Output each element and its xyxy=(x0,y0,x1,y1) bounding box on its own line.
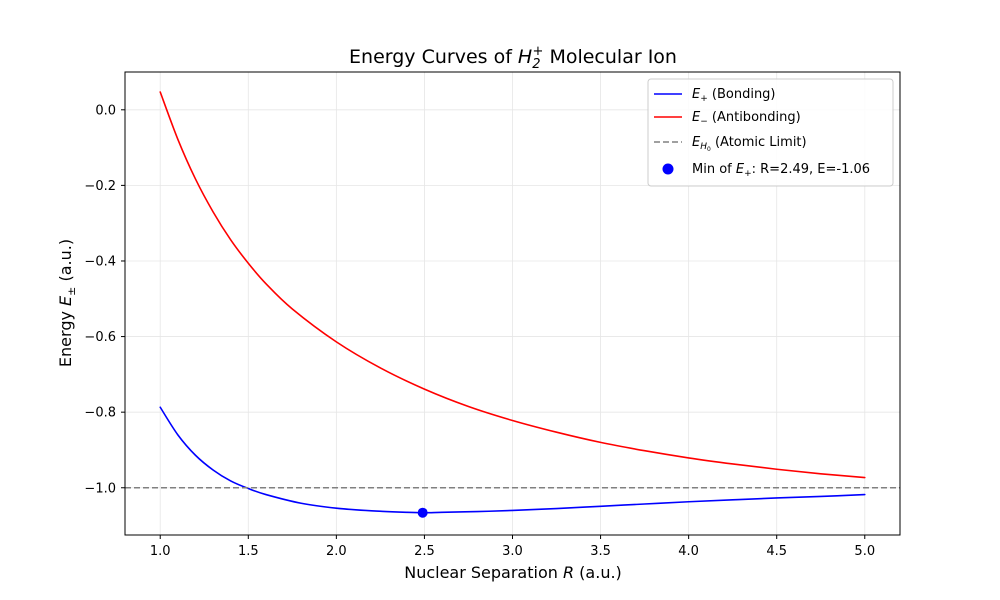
legend-minimum-label: Min of E+: R=2.49, E=-1.06 xyxy=(692,162,870,179)
x-tick-label: 5.0 xyxy=(854,544,875,559)
x-tick-label: 1.0 xyxy=(150,544,171,559)
x-tick-label: 1.5 xyxy=(238,544,259,559)
antibonding-curve xyxy=(159,91,866,479)
x-tick-label: 2.5 xyxy=(414,544,435,559)
legend-antibonding-label: E− (Antibonding) xyxy=(692,110,801,127)
y-tick-label: −1.0 xyxy=(84,481,116,496)
y-tick-label: −0.2 xyxy=(84,179,116,194)
y-tick-label: 0.0 xyxy=(95,103,116,118)
y-tick-label: −0.6 xyxy=(84,330,116,345)
y-tick-label: −0.4 xyxy=(84,254,116,269)
chart-title: Energy Curves of H2+ Molecular Ion xyxy=(349,44,677,72)
legend-minimum-swatch xyxy=(662,163,674,175)
x-tick-label: 3.0 xyxy=(502,544,523,559)
legend-atomic-limit-label: EH0 (Atomic Limit) xyxy=(692,135,807,153)
minimum-marker xyxy=(417,507,428,518)
y-axis-label: Energy E± (a.u.) xyxy=(56,239,78,367)
series-layer xyxy=(125,91,900,518)
x-axis-ticks: 1.0 1.5 2.0 2.5 3.0 3.5 4.0 4.5 5.0 xyxy=(150,535,875,559)
x-tick-label: 2.0 xyxy=(326,544,347,559)
y-axis-ticks: 0.0 −0.2 −0.4 −0.6 −0.8 −1.0 xyxy=(84,103,125,496)
x-tick-label: 4.5 xyxy=(766,544,787,559)
x-tick-label: 4.0 xyxy=(678,544,699,559)
y-tick-label: −0.8 xyxy=(84,406,116,421)
legend: E+ (Bonding) E− (Antibonding) EH0 (Atomi… xyxy=(647,78,894,187)
x-tick-label: 3.5 xyxy=(590,544,611,559)
legend-box xyxy=(647,78,894,187)
x-axis-label: Nuclear Separation R (a.u.) xyxy=(404,563,622,582)
legend-bonding-label: E+ (Bonding) xyxy=(692,87,776,104)
